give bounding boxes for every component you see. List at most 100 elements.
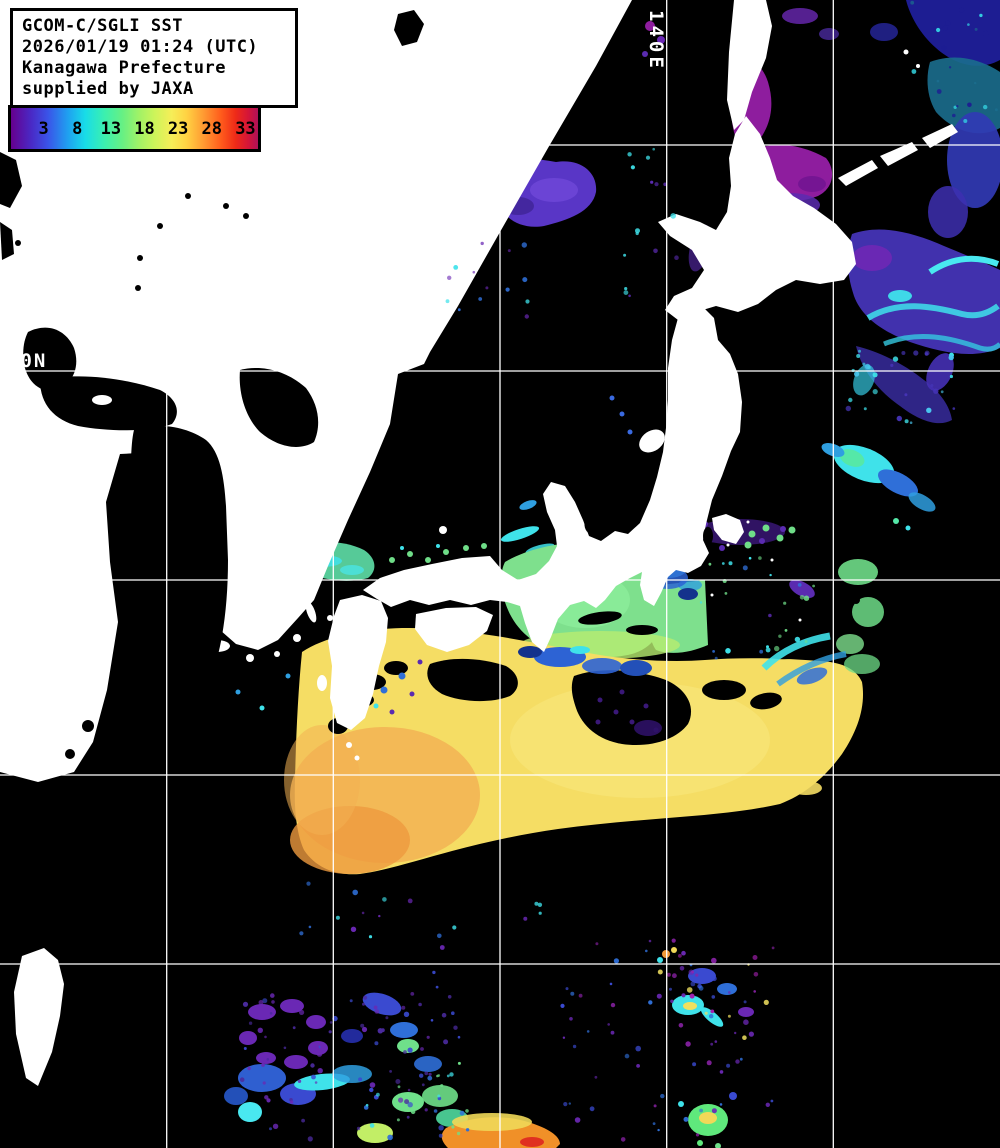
sst-speckle — [979, 13, 983, 18]
sst-speckle — [439, 945, 445, 950]
sst-speckle — [678, 1023, 684, 1028]
sst-speckle — [568, 1102, 571, 1105]
sst-speckle — [708, 562, 712, 566]
sakhalin — [727, 0, 772, 130]
sst-speckle — [656, 993, 662, 999]
sst-speckle — [714, 1040, 718, 1043]
sst-speckle — [368, 935, 373, 939]
sst-speckle — [437, 1094, 441, 1098]
sst-speckle — [362, 1002, 365, 1006]
sst-speckle — [864, 363, 871, 370]
sst-speckle — [945, 20, 951, 26]
sst-speckle — [710, 1042, 714, 1046]
sst-speckle — [933, 388, 939, 394]
sst-speckle — [624, 287, 628, 291]
sst-speckle — [538, 911, 542, 915]
sst-speckle — [578, 993, 583, 998]
sst-speckle — [360, 1023, 365, 1028]
sst-speckle — [670, 213, 676, 219]
prefecture-name: Kanagawa Prefecture — [22, 58, 226, 78]
sst-speckle — [525, 299, 530, 304]
sst-speckle — [505, 287, 510, 292]
sst-speckle — [310, 1063, 315, 1068]
sst-speckle — [257, 1027, 263, 1034]
sst-speckle — [563, 1102, 568, 1107]
sst-speckle — [317, 1068, 323, 1074]
sst-speckle — [465, 1128, 470, 1132]
sst-speckle — [812, 584, 815, 588]
sst-speckle — [404, 1099, 410, 1105]
sst-speckle — [763, 999, 769, 1006]
boso-peninsula — [712, 514, 744, 544]
sst-speckle — [428, 1072, 432, 1076]
sst-speckle — [438, 1125, 444, 1131]
sst-speckle — [248, 1021, 253, 1025]
sst-speckle — [424, 1071, 429, 1076]
sst-speckle — [465, 1109, 469, 1113]
sst-speckle — [620, 1137, 626, 1142]
product-title: GCOM-C/SGLI SST — [22, 16, 184, 36]
sst-speckle — [424, 1108, 428, 1112]
sst-speckle — [674, 255, 679, 260]
sst-speckle — [872, 389, 878, 395]
liaodong-gulf — [23, 327, 77, 391]
sst-speckle — [926, 407, 932, 413]
sst-speckle — [858, 349, 861, 353]
sst-speckle — [316, 1051, 323, 1057]
sst-speckle — [739, 1057, 743, 1061]
sst-speckle — [982, 30, 989, 37]
sst-speckle — [657, 1128, 660, 1132]
sst-speckle — [942, 25, 948, 31]
sst-speckle — [956, 105, 959, 108]
sst-speckle — [648, 1000, 653, 1005]
sst-speckle — [936, 89, 942, 94]
sst-speckle — [913, 350, 919, 356]
sst-speckle — [952, 407, 956, 410]
sst-speckle — [609, 982, 613, 986]
sst-speckle — [373, 1005, 378, 1010]
honshu — [363, 308, 742, 652]
sst-speckle — [445, 299, 450, 304]
sst-speckle — [335, 915, 340, 920]
sst-speckle — [289, 1100, 294, 1104]
sst-speckle — [570, 991, 575, 996]
sst-speckle — [669, 987, 672, 991]
sst-speckle — [478, 297, 483, 301]
sst-speckle — [299, 1009, 305, 1016]
sst-speckle — [369, 1082, 376, 1088]
sst-speckle — [419, 1073, 424, 1078]
sst-speckle — [936, 27, 941, 33]
sst-speckle — [365, 1103, 369, 1107]
sst-speckle — [766, 645, 769, 649]
grid-coordinate-label: 140E — [645, 10, 667, 72]
sst-speckle — [683, 1116, 689, 1122]
sst-speckle — [974, 81, 977, 85]
sst-speckle — [753, 972, 759, 977]
sst-speckle — [451, 1125, 455, 1129]
sst-speckle — [261, 1063, 265, 1067]
sst-speckle — [524, 314, 529, 319]
landmass-layer — [0, 0, 958, 1086]
sst-speckle — [699, 1108, 703, 1113]
sst-speckle — [378, 914, 381, 918]
kuril-islands — [838, 124, 958, 186]
taiwan — [14, 948, 64, 1086]
sst-speckle — [407, 1102, 413, 1108]
sst-speckle — [699, 601, 703, 604]
tsushima-island — [305, 601, 317, 623]
sst-speckle — [685, 1041, 691, 1047]
sst-speckle — [690, 981, 696, 987]
sst-speckle — [803, 595, 810, 601]
sst-speckle — [681, 993, 686, 998]
sst-speckle — [660, 1093, 665, 1099]
yellow-sea — [129, 425, 228, 717]
sst-speckle — [594, 1075, 598, 1079]
sst-speckle — [447, 995, 452, 999]
title-info-box: GCOM-C/SGLI SST 2026/01/19 01:24 (UTC) K… — [10, 8, 298, 108]
sst-speckle — [941, 45, 947, 51]
sst-speckle — [743, 1019, 749, 1025]
sst-speckle — [398, 1097, 404, 1103]
sst-speckle — [433, 1109, 438, 1113]
sst-speckle — [666, 972, 671, 977]
